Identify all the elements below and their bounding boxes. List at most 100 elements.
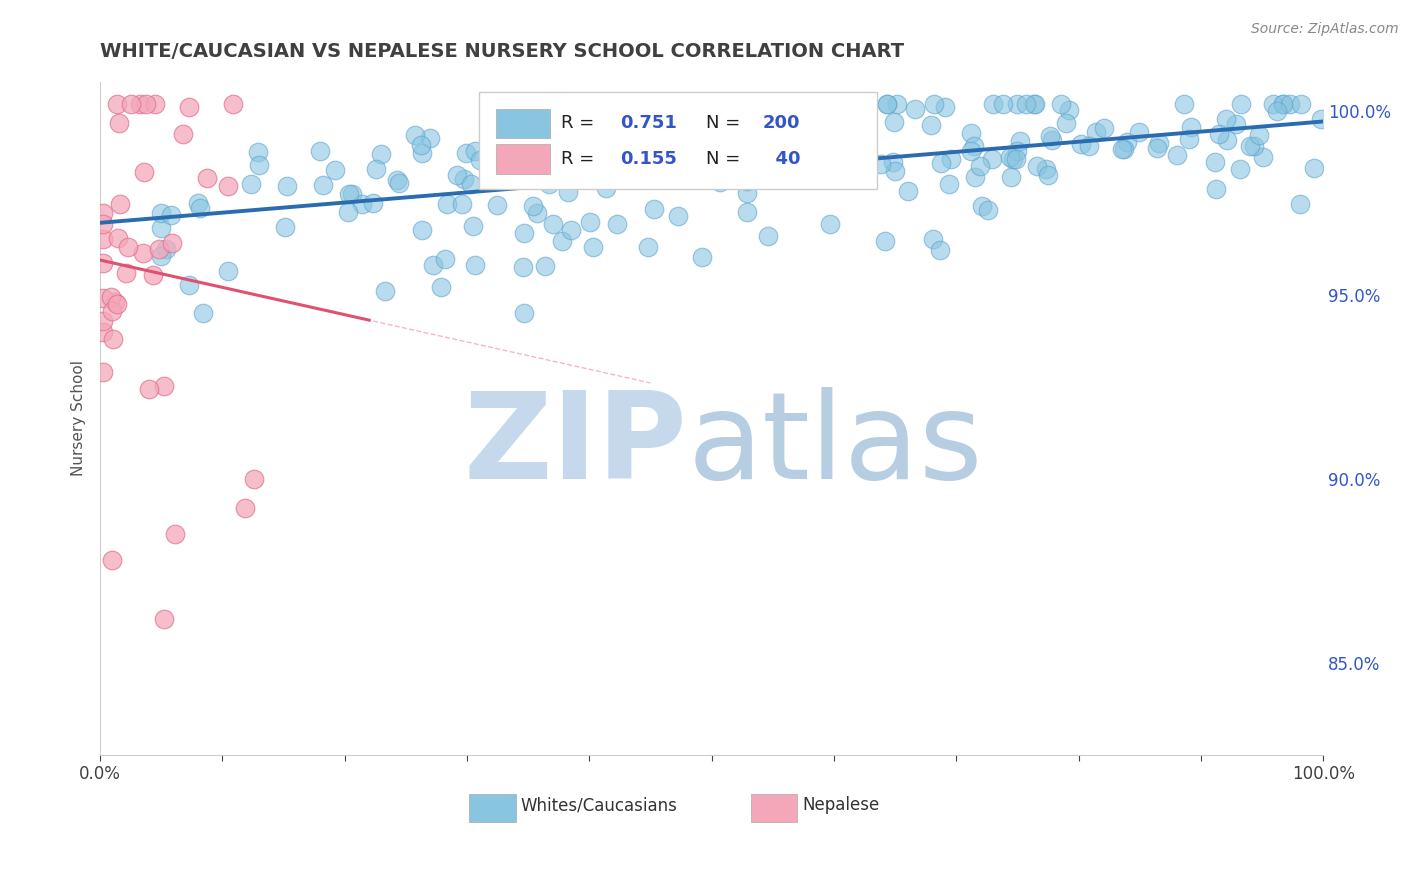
Point (107, 231, 129, 245)
Point (1005, 96, 1028, 111)
Point (464, 145, 486, 159)
Point (876, 96, 898, 111)
Point (637, 240, 659, 254)
Point (217, 263, 239, 277)
Point (578, 215, 600, 229)
Point (704, 138, 727, 153)
Point (1289, 196, 1312, 211)
Point (388, 176, 411, 190)
Point (91, 206, 114, 220)
Point (693, 108, 716, 122)
Y-axis label: Nursery School: Nursery School (72, 360, 86, 476)
Point (1128, 125, 1150, 139)
Point (654, 145, 676, 160)
Point (513, 306, 536, 320)
Point (522, 199, 544, 213)
Point (897, 184, 920, 198)
Point (725, 151, 748, 165)
Text: 0.751: 0.751 (620, 114, 676, 133)
Point (1291, 96, 1313, 111)
Point (1050, 96, 1073, 111)
Point (1015, 96, 1038, 111)
Point (240, 177, 263, 191)
Point (374, 285, 396, 299)
Text: Whites/Caucasians: Whites/Caucasians (520, 797, 678, 814)
Point (1243, 138, 1265, 153)
Point (131, 246, 153, 260)
Point (884, 164, 907, 178)
Point (904, 103, 927, 117)
Point (91, 325, 114, 339)
Point (100, 290, 122, 304)
Point (337, 204, 360, 219)
Point (1279, 96, 1302, 111)
Point (960, 126, 983, 140)
Point (117, 240, 139, 254)
Point (1040, 133, 1063, 147)
FancyBboxPatch shape (479, 92, 877, 189)
Point (541, 217, 564, 231)
Point (160, 236, 183, 251)
Point (1180, 120, 1202, 135)
Point (411, 146, 433, 161)
Point (920, 118, 942, 132)
Point (340, 187, 363, 202)
Point (959, 144, 981, 158)
Point (1178, 132, 1201, 146)
Point (411, 223, 433, 237)
Point (463, 219, 485, 233)
Point (350, 197, 373, 211)
Point (756, 172, 779, 186)
Point (666, 209, 689, 223)
Point (1230, 96, 1253, 111)
Point (929, 156, 952, 170)
Point (366, 162, 388, 177)
Point (323, 163, 346, 178)
Point (1265, 103, 1288, 118)
Point (692, 104, 714, 119)
Point (361, 196, 384, 211)
Point (246, 145, 269, 159)
FancyBboxPatch shape (751, 794, 797, 822)
Point (1115, 135, 1137, 149)
Point (735, 174, 758, 188)
Point (419, 131, 441, 145)
Point (875, 234, 897, 248)
Point (991, 96, 1014, 111)
Point (1005, 153, 1028, 167)
Point (758, 142, 780, 156)
Point (1084, 124, 1107, 138)
Point (1112, 142, 1135, 156)
Point (1204, 154, 1226, 169)
Point (846, 145, 869, 160)
Point (187, 195, 209, 210)
Point (1111, 142, 1133, 156)
Point (222, 96, 245, 111)
Point (460, 177, 482, 191)
Point (981, 96, 1004, 111)
Point (91, 256, 114, 270)
Point (886, 96, 908, 111)
Point (1022, 96, 1045, 111)
Point (689, 138, 711, 153)
Point (1261, 96, 1284, 111)
Point (451, 197, 474, 211)
Point (1310, 112, 1333, 126)
Point (233, 501, 256, 516)
Point (453, 171, 475, 186)
Point (1039, 129, 1062, 144)
Point (172, 127, 194, 141)
Point (243, 472, 266, 486)
Point (939, 153, 962, 167)
Point (981, 152, 1004, 166)
Point (274, 219, 297, 234)
Point (513, 226, 536, 240)
Point (1216, 133, 1239, 147)
Point (1025, 159, 1047, 173)
Point (1002, 152, 1025, 166)
Point (486, 198, 509, 212)
Point (1147, 136, 1170, 150)
Point (963, 169, 986, 184)
Text: atlas: atlas (688, 387, 983, 504)
Point (598, 158, 620, 172)
